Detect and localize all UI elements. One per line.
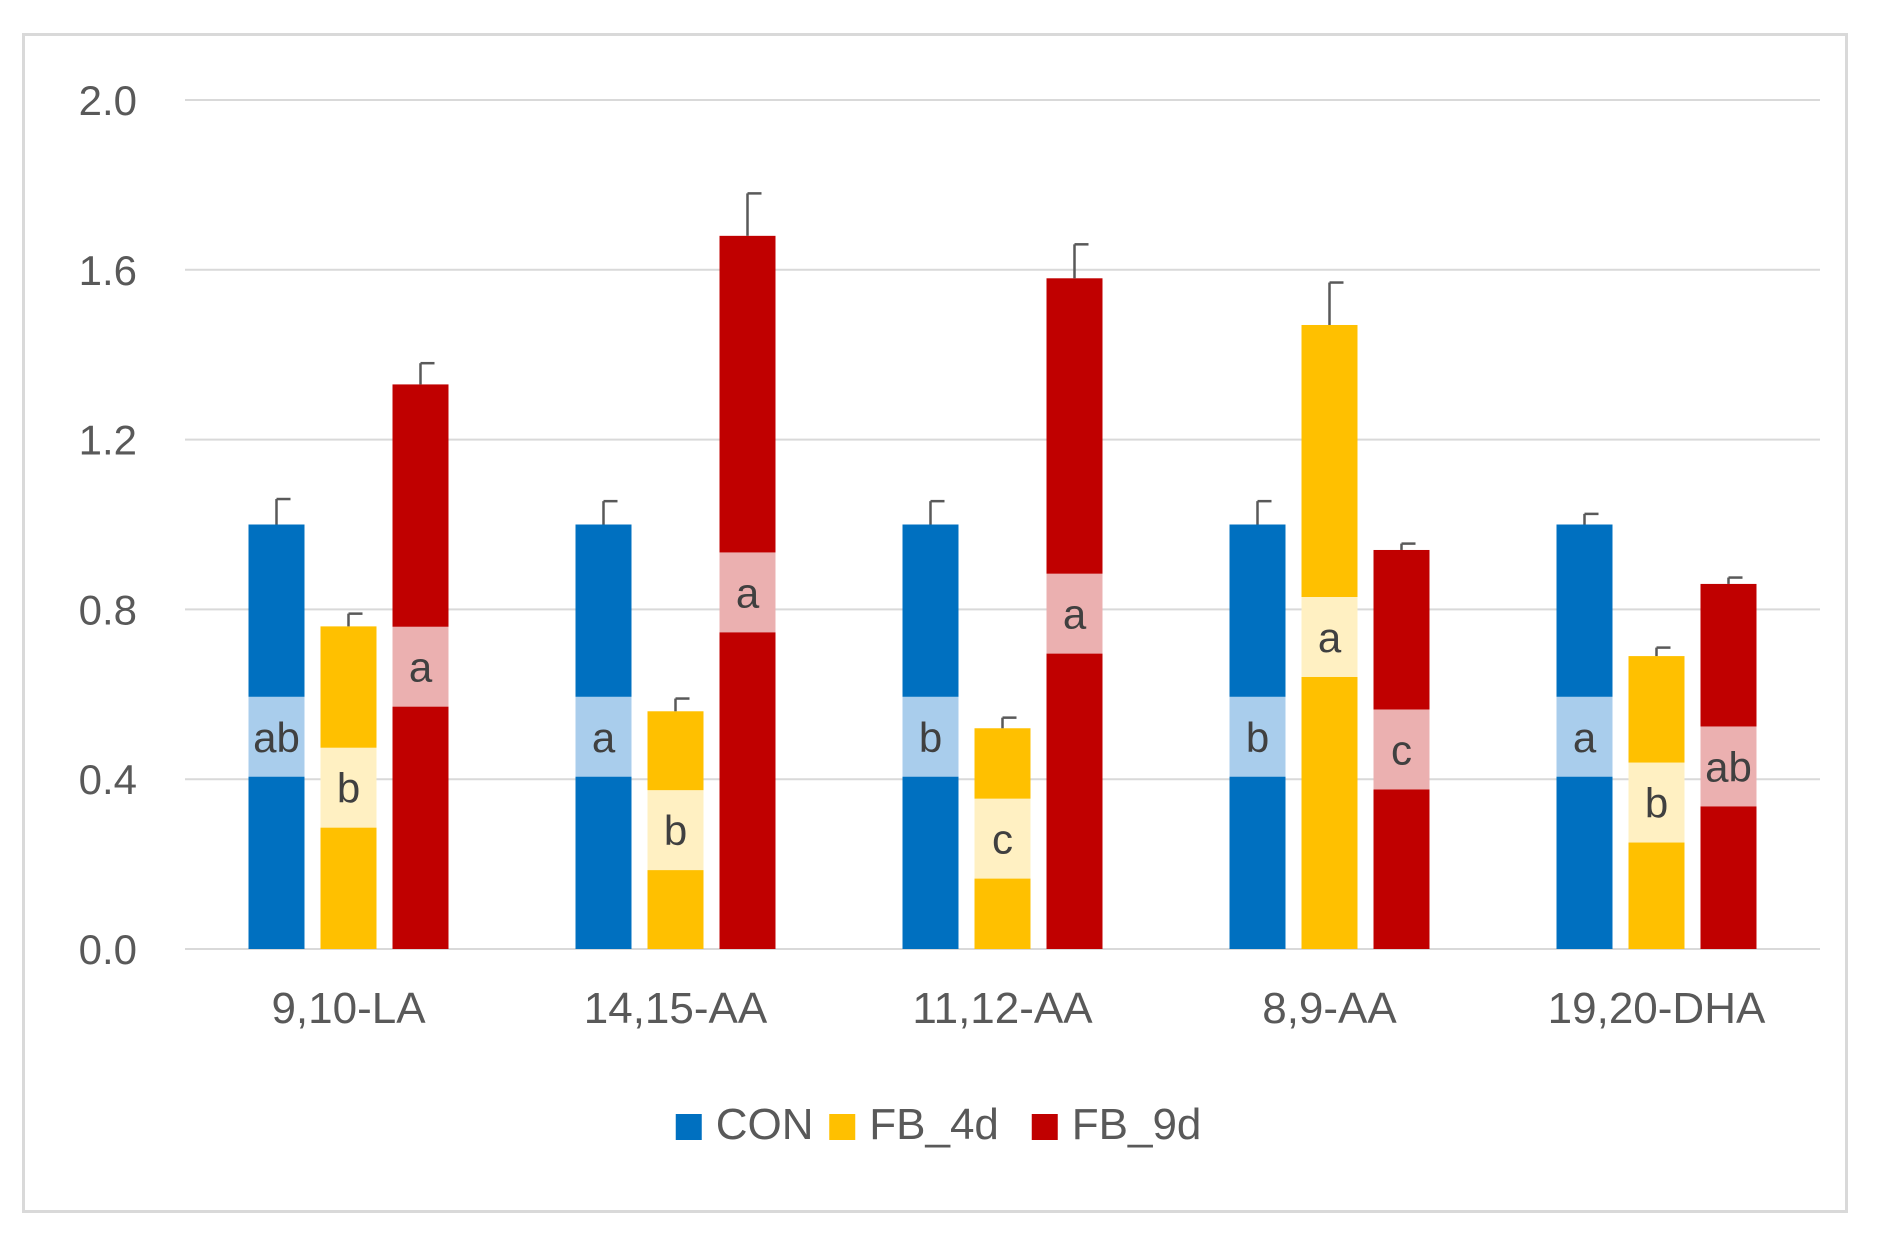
significance-label: a xyxy=(592,714,616,761)
significance-band xyxy=(1301,596,1358,677)
significance-label: c xyxy=(992,816,1013,863)
significance-band xyxy=(974,798,1031,879)
y-tick-label: 1.6 xyxy=(79,247,137,294)
significance-label: b xyxy=(664,807,687,854)
x-category-label: 14,15-AA xyxy=(584,984,768,1033)
significance-label: b xyxy=(1246,714,1269,761)
significance-band xyxy=(1700,726,1757,807)
significance-band xyxy=(902,696,959,777)
significance-band xyxy=(392,626,449,707)
significance-label: a xyxy=(1573,714,1597,761)
significance-label: b xyxy=(337,765,360,812)
x-category-label: 11,12-AA xyxy=(912,984,1093,1033)
x-category-label: 8,9-AA xyxy=(1262,984,1397,1033)
significance-label: a xyxy=(409,644,433,691)
y-tick-label: 0.4 xyxy=(79,756,137,803)
legend-swatch-fb-9d xyxy=(1031,1114,1058,1140)
y-tick-label: 2.0 xyxy=(79,77,137,124)
significance-band xyxy=(1556,696,1613,777)
significance-band xyxy=(647,790,704,871)
significance-band xyxy=(320,747,377,828)
significance-band xyxy=(248,696,305,777)
significance-label: a xyxy=(1318,614,1342,661)
significance-label: a xyxy=(1063,591,1087,638)
y-tick-label: 0.8 xyxy=(79,586,137,633)
significance-band xyxy=(719,552,776,633)
significance-label: ab xyxy=(253,714,300,761)
significance-band xyxy=(1628,762,1685,843)
legend-label: CON xyxy=(716,1100,814,1149)
legend-swatch-con xyxy=(675,1114,702,1140)
significance-band xyxy=(1046,573,1103,654)
y-tick-label: 1.2 xyxy=(79,417,137,464)
significance-label: c xyxy=(1391,726,1412,773)
significance-label: b xyxy=(1645,780,1668,827)
legend-swatch-fb-4d xyxy=(829,1114,856,1140)
legend-label: FB_9d xyxy=(1072,1100,1202,1149)
x-category-label: 9,10-LA xyxy=(271,984,426,1033)
significance-label: b xyxy=(919,714,942,761)
y-tick-label: 0.0 xyxy=(79,926,137,973)
significance-label: ab xyxy=(1705,743,1752,790)
significance-label: a xyxy=(736,569,760,616)
x-category-label: 19,20-DHA xyxy=(1548,984,1766,1033)
significance-band xyxy=(1373,709,1430,790)
bar-chart: 0.00.40.81.21.62.0abba9,10-LAaba14,15-AA… xyxy=(79,77,1820,1149)
legend-label: FB_4d xyxy=(869,1100,999,1149)
significance-band xyxy=(575,696,632,777)
significance-band xyxy=(1229,696,1286,777)
chart-frame: 0.0 0.4 0.8 1.2 1.6 2.0 ab b a 9,10-LA a b a 14,15-AA… xyxy=(22,33,1848,1213)
